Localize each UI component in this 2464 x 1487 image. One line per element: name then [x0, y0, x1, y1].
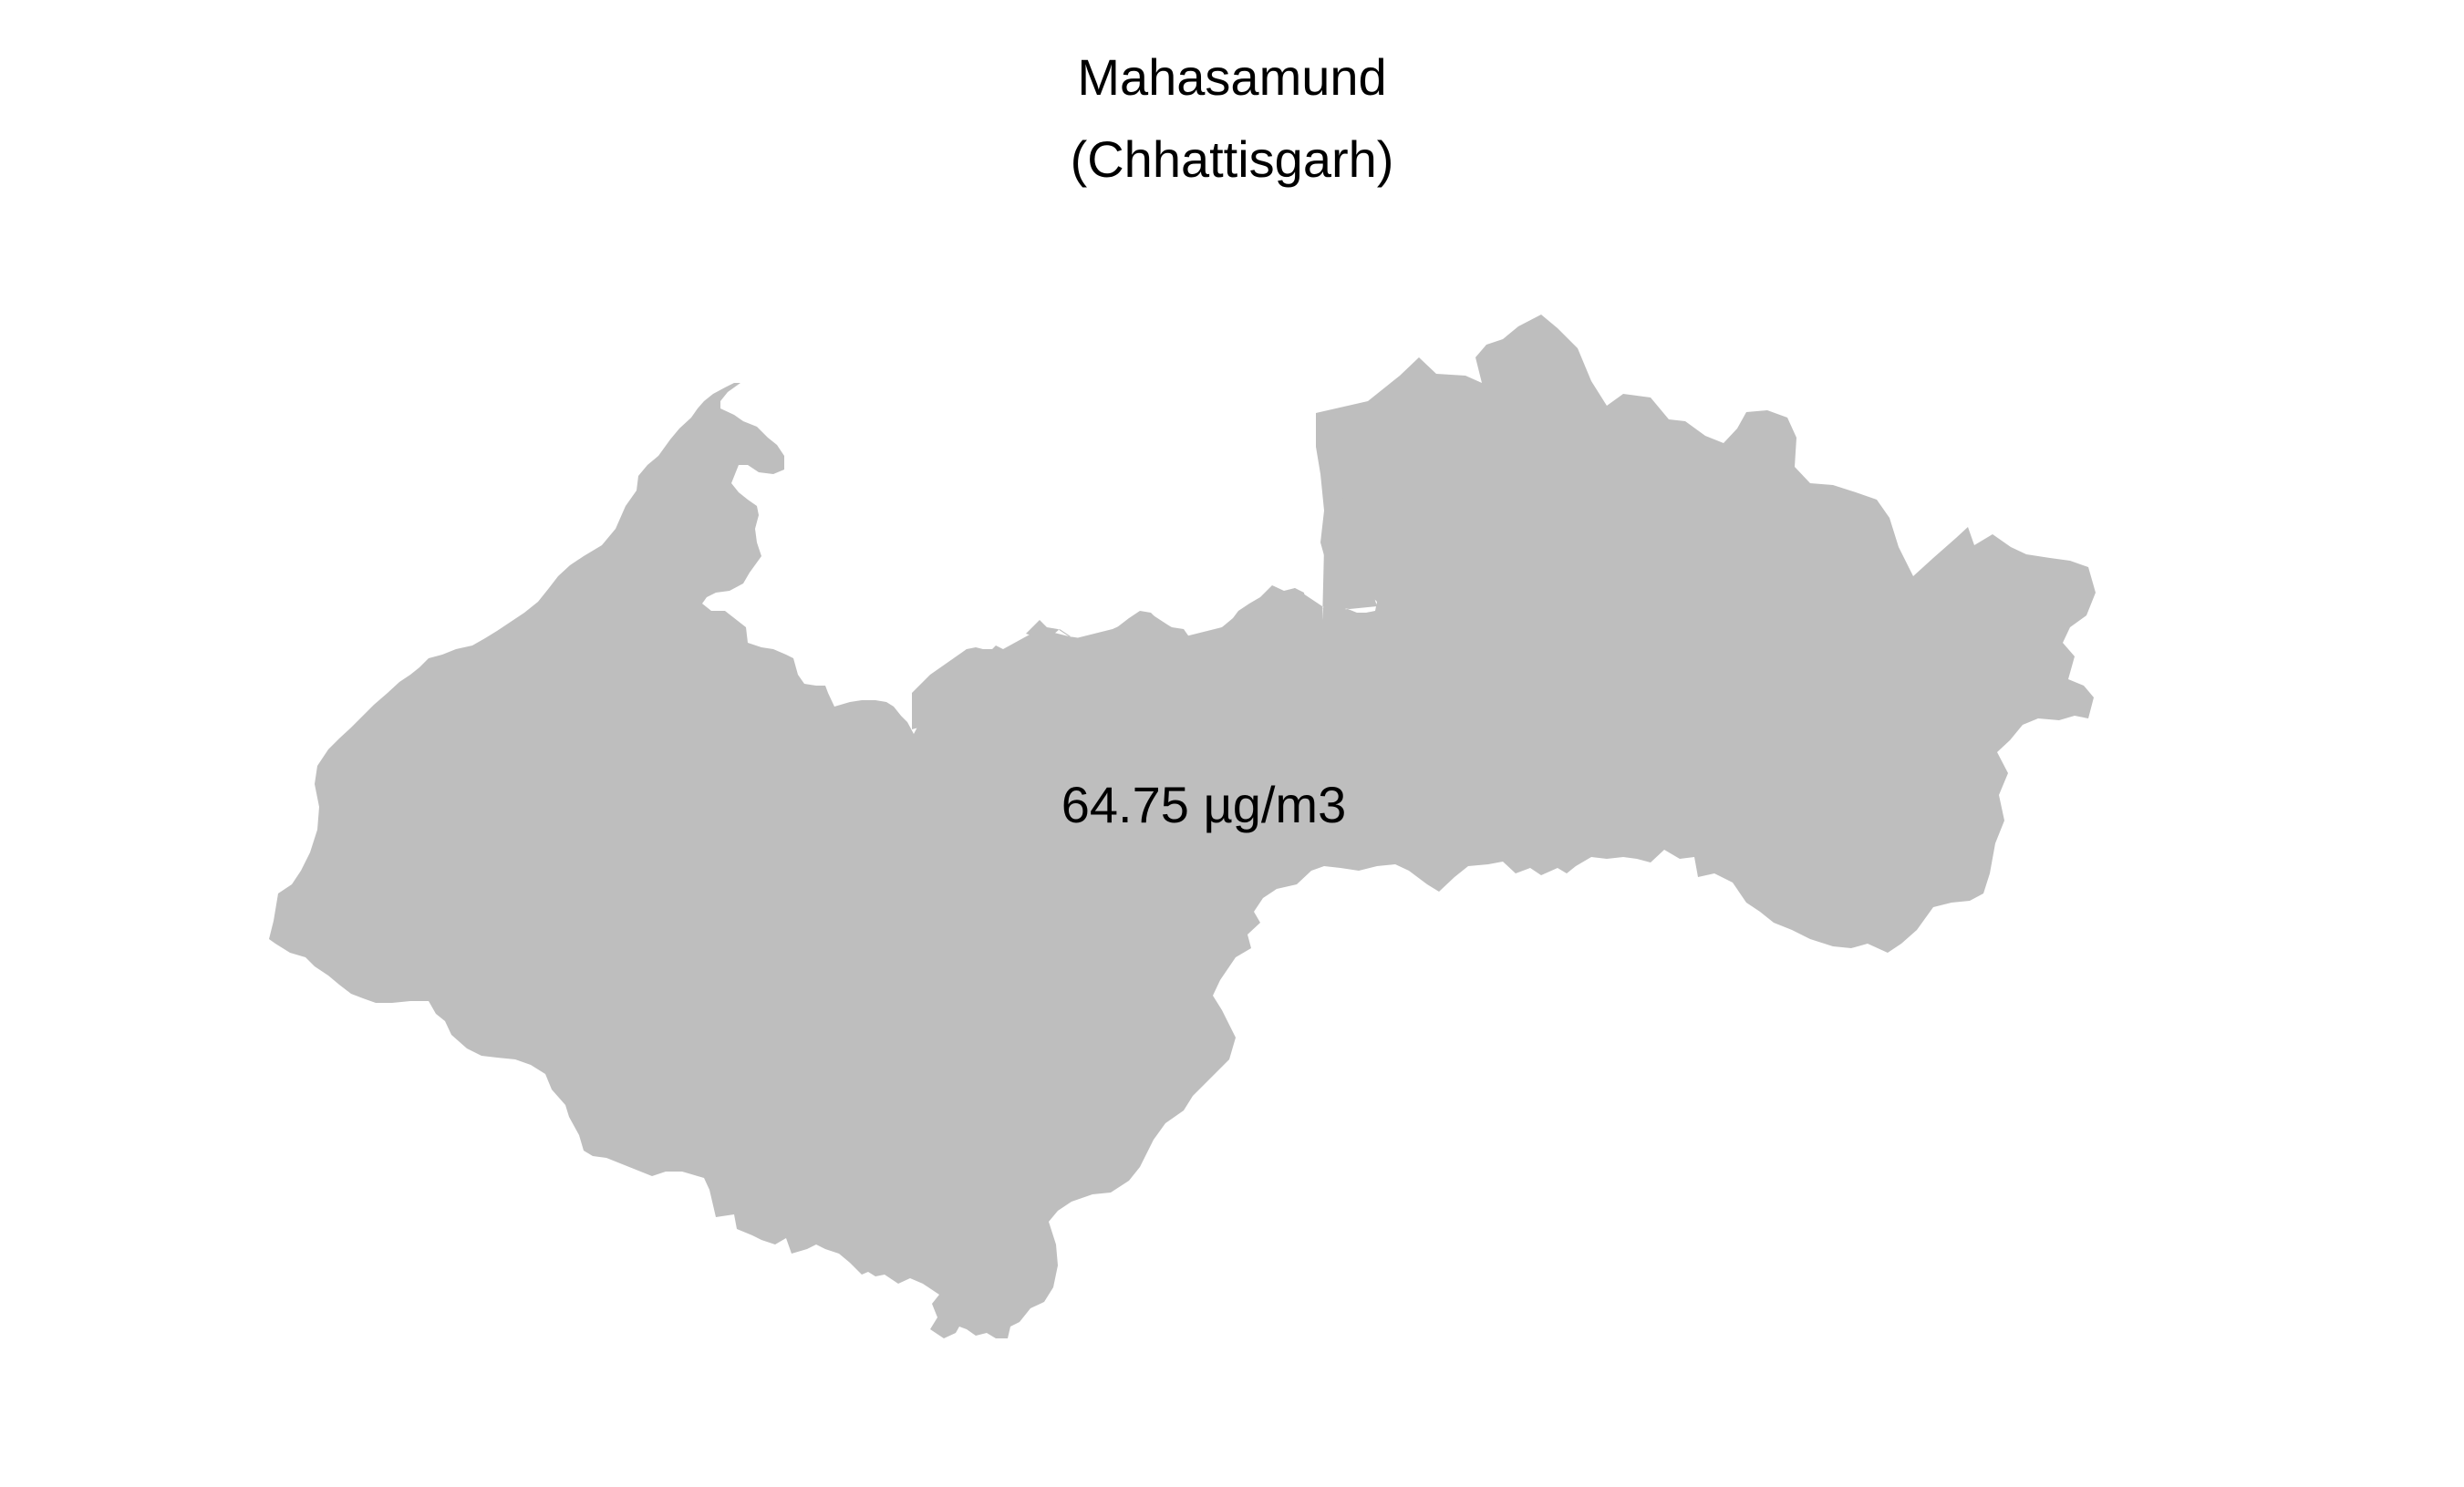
aqi-value-label: 64.75 µg/m3 — [1061, 776, 1346, 833]
district-region — [269, 315, 2096, 1338]
map-subtitle: (Chhattisgarh) — [1070, 130, 1394, 188]
district-region-core — [912, 413, 1377, 729]
map-title: Mahasamund — [1077, 48, 1387, 106]
map-title-block: Mahasamund (Chhattisgarh) — [0, 36, 2464, 201]
